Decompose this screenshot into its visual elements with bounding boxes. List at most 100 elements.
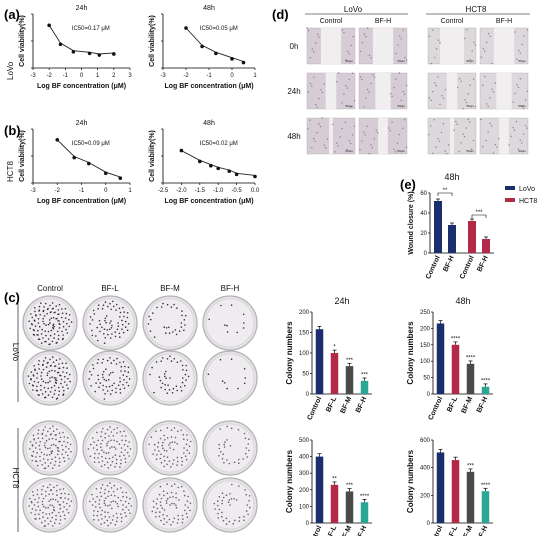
colony — [245, 510, 248, 512]
cell-speckle — [366, 125, 368, 127]
cell-speckle — [514, 31, 516, 33]
colony — [50, 452, 53, 455]
colony — [46, 374, 49, 377]
x-tick-label: Control — [306, 396, 323, 422]
colony — [172, 496, 174, 498]
colony — [38, 368, 40, 370]
colony — [116, 440, 118, 443]
cell-speckle — [347, 50, 349, 53]
colony — [51, 516, 53, 519]
colony — [34, 320, 36, 322]
colony — [62, 325, 65, 328]
colony — [110, 308, 112, 311]
colony — [44, 442, 46, 444]
cell-speckle — [363, 33, 365, 35]
x-tick-label: -1 — [206, 73, 212, 79]
colony — [217, 517, 219, 519]
data-point — [86, 161, 91, 166]
bar — [330, 353, 339, 394]
x-tick-label: BF-H — [355, 396, 368, 414]
colony — [109, 322, 111, 324]
column-label: Control — [320, 18, 343, 25]
colony — [32, 385, 35, 387]
colony — [92, 367, 95, 370]
colony — [47, 506, 49, 509]
colony — [113, 382, 115, 385]
colony — [114, 501, 117, 503]
chart-a48: -3 -2 -1 0 1 48h Log BF concentration (μM) Cell… — [149, 5, 257, 90]
colony — [157, 446, 159, 448]
colony — [176, 361, 179, 364]
colony — [51, 396, 54, 399]
colony — [31, 323, 33, 326]
colony — [125, 515, 127, 517]
colony — [101, 449, 103, 452]
colony — [49, 322, 51, 324]
cell-speckle — [498, 137, 500, 140]
colony — [98, 461, 100, 464]
colony — [104, 457, 107, 460]
colony — [44, 467, 47, 470]
group-label: HCT8 — [466, 5, 487, 14]
colony — [34, 498, 36, 501]
significance-label: *** — [346, 483, 354, 489]
wound-gap — [496, 73, 512, 109]
cell-speckle — [361, 42, 364, 44]
x-tick-label: 1 — [128, 188, 132, 194]
colony — [163, 449, 166, 452]
colony — [127, 384, 130, 387]
colony — [52, 361, 55, 364]
legend-label: HCT8 — [519, 198, 537, 205]
colony — [186, 449, 188, 452]
colony — [94, 452, 96, 455]
significance-label: *** — [361, 373, 369, 379]
colony — [185, 458, 188, 461]
x-tick-label: -2 — [55, 188, 61, 194]
colony — [169, 504, 171, 506]
colony — [52, 356, 54, 358]
colony — [98, 319, 101, 322]
colony — [224, 441, 226, 443]
colony — [150, 318, 152, 321]
cell-speckle — [519, 78, 522, 80]
colony — [101, 484, 104, 486]
colony — [225, 523, 228, 525]
colony — [164, 384, 166, 386]
colony — [36, 493, 39, 496]
colony — [100, 523, 102, 525]
y-tick-label: 500 — [299, 438, 310, 444]
cell-speckle — [316, 106, 318, 108]
colony — [105, 386, 108, 388]
colony — [56, 428, 58, 431]
colony — [32, 494, 35, 497]
cell-speckle — [515, 120, 518, 123]
colony — [106, 359, 109, 362]
colony — [96, 431, 98, 434]
colony — [93, 518, 95, 521]
colony — [35, 509, 37, 511]
colony — [171, 502, 173, 505]
colony — [160, 497, 163, 500]
cell-speckle — [456, 123, 458, 125]
bar — [345, 366, 354, 394]
colony — [66, 441, 69, 444]
colony — [112, 515, 115, 517]
colony — [173, 517, 175, 520]
data-point — [71, 50, 76, 54]
colony — [152, 312, 154, 314]
colony — [226, 439, 228, 441]
colony — [119, 377, 121, 379]
cell-speckle — [359, 76, 362, 78]
cell-speckle — [314, 140, 316, 143]
x-axis-label: Log BF concentration (μM) — [37, 198, 126, 205]
colony — [120, 459, 122, 461]
colony — [64, 317, 67, 319]
colony — [39, 455, 41, 458]
colony — [89, 443, 92, 446]
colony — [166, 521, 168, 524]
colony — [184, 384, 186, 387]
y-tick-label: 0 — [427, 521, 431, 527]
colony — [39, 509, 41, 512]
colony — [34, 307, 36, 309]
